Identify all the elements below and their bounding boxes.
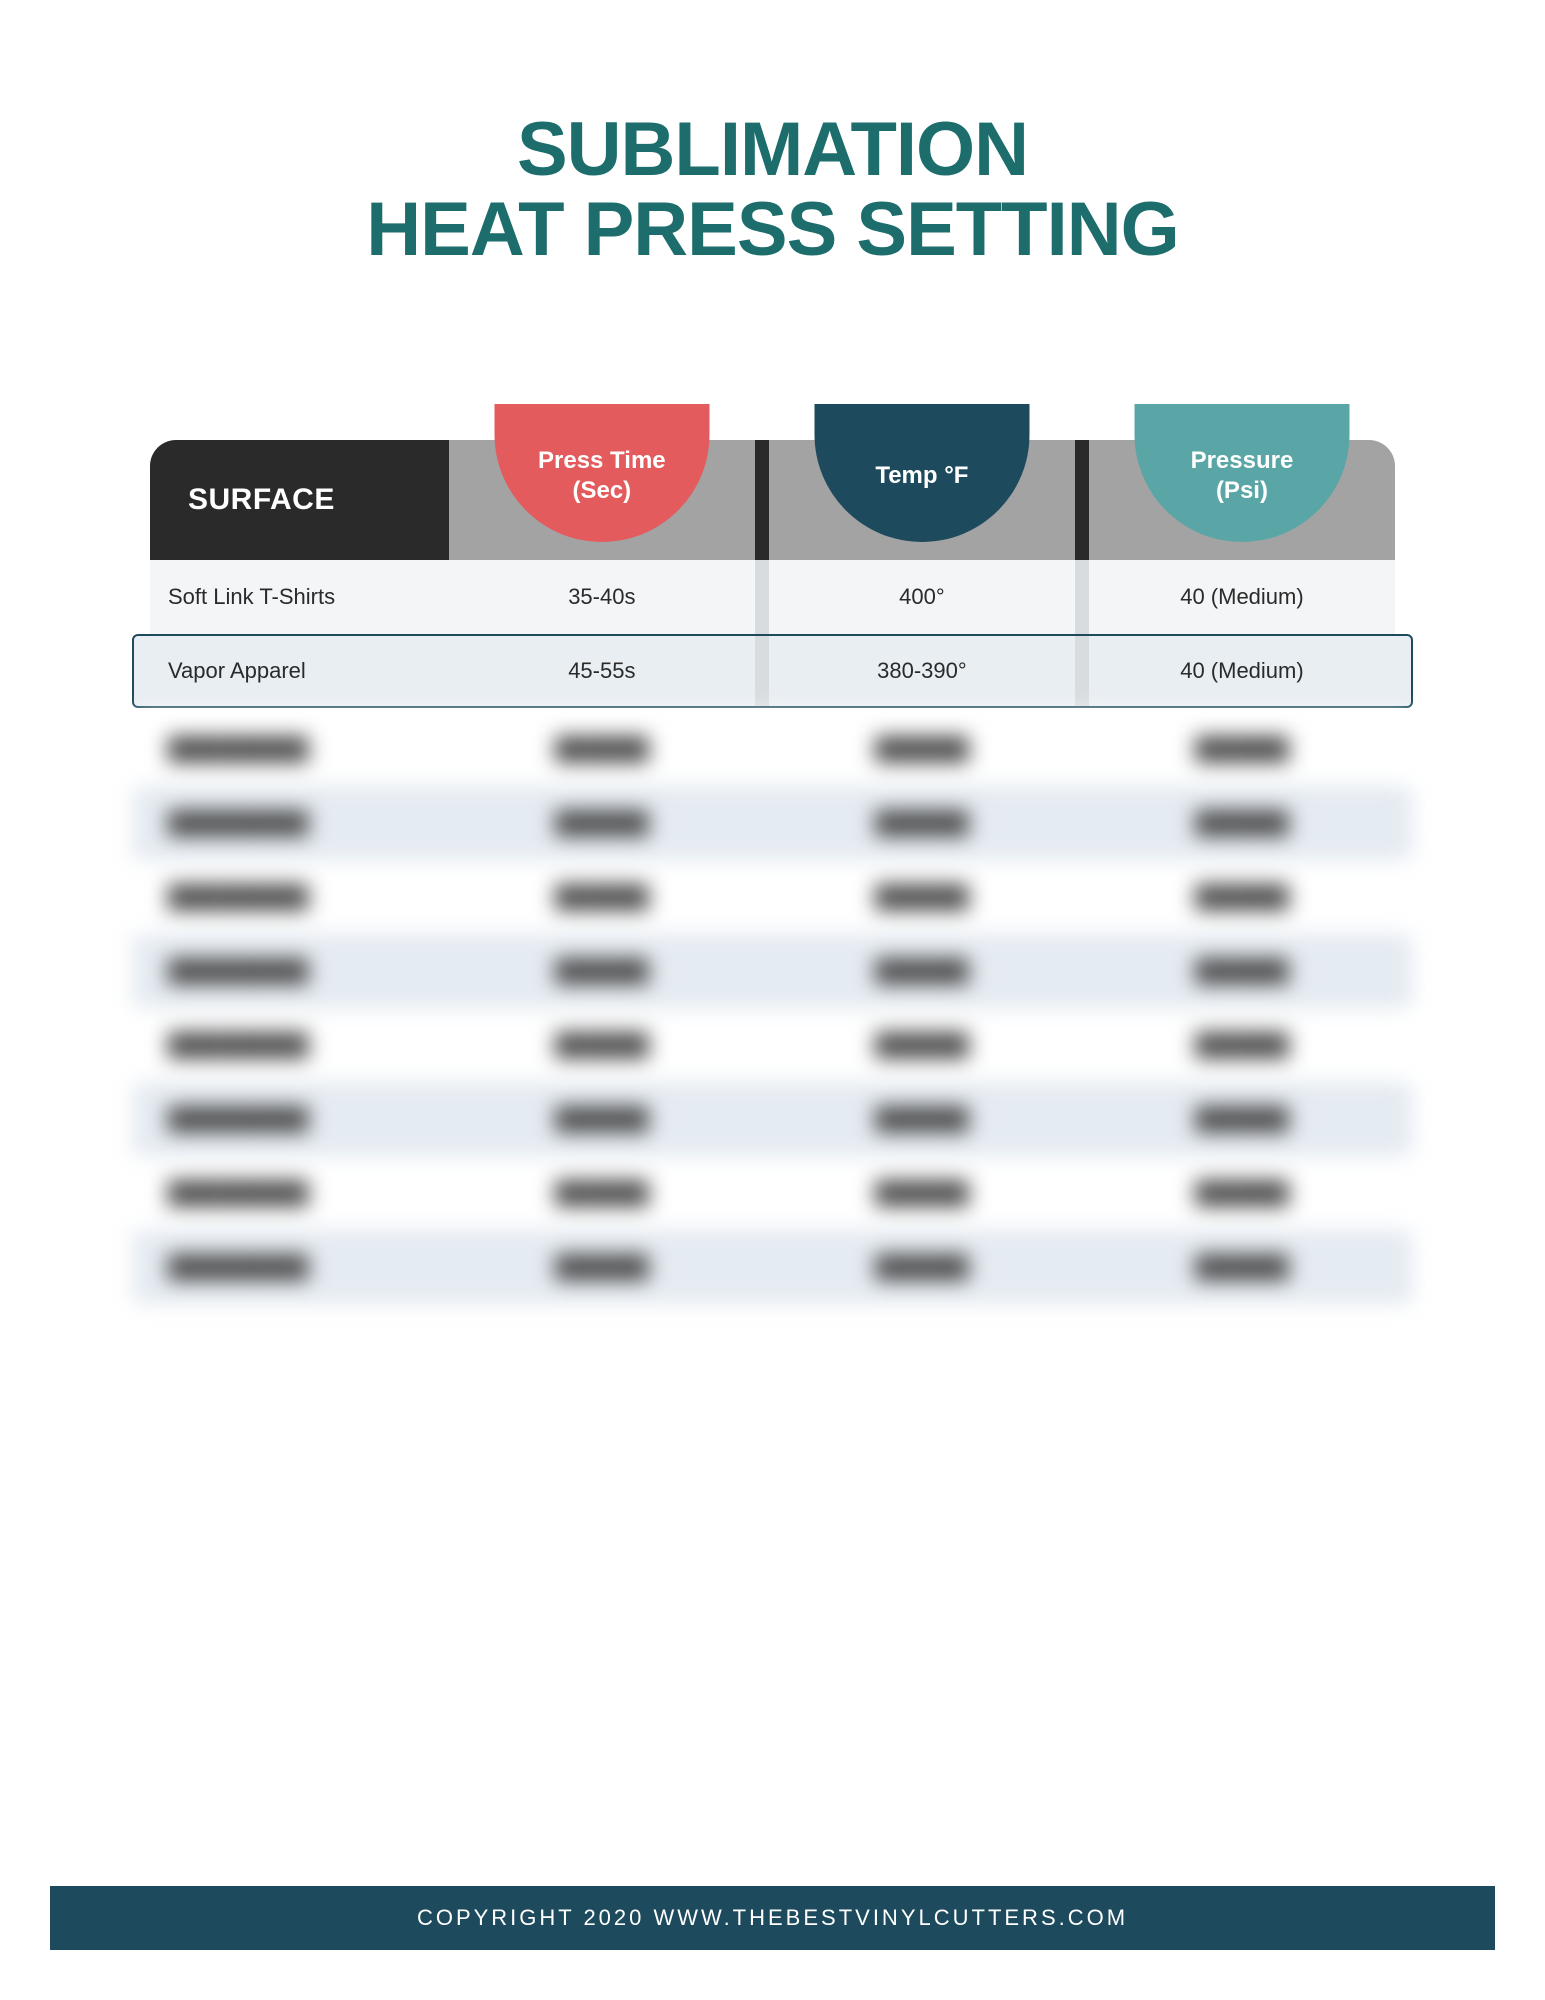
cell-rest: 35-40s400°40 (Medium) xyxy=(449,560,1395,634)
blurred-row: ███████████████████████████ xyxy=(132,860,1413,934)
header-col-temp: Temp °F xyxy=(769,440,1075,560)
cell-sep xyxy=(1075,560,1089,634)
tab-line2: (Sec) xyxy=(572,476,631,506)
blurred-row: ███████████████████████████ xyxy=(132,1008,1413,1082)
page-title: SUBLIMATION HEAT PRESS SETTING xyxy=(150,110,1395,270)
cell-surface: Soft Link T-Shirts xyxy=(150,560,449,634)
tab-line1: Temp °F xyxy=(875,461,968,491)
footer-bar: COPYRIGHT 2020 WWW.THEBESTVINYLCUTTERS.C… xyxy=(50,1886,1495,1950)
cell-sep xyxy=(1075,636,1089,706)
table-header-row: SURFACE Press Time (Sec) Temp °F xyxy=(150,410,1395,560)
table-row: Vapor Apparel45-55s380-390°40 (Medium) xyxy=(132,634,1413,708)
header-sep-2 xyxy=(1075,440,1089,560)
tab-line1: Press Time xyxy=(538,446,666,476)
tab-line2: (Psi) xyxy=(1216,476,1268,506)
blurred-row: ███████████████████████████ xyxy=(132,786,1413,860)
settings-table: SURFACE Press Time (Sec) Temp °F xyxy=(150,410,1395,1304)
blur-surface: █████████ xyxy=(150,1230,449,1304)
blurred-row: ███████████████████████████ xyxy=(132,1156,1413,1230)
blur-surface: █████████ xyxy=(150,934,449,1008)
title-line-1: SUBLIMATION xyxy=(150,110,1395,190)
visible-rows: Soft Link T-Shirts35-40s400°40 (Medium)V… xyxy=(150,560,1395,708)
blur-surface: █████████ xyxy=(150,712,449,786)
cell-surface: Vapor Apparel xyxy=(150,636,449,706)
blur-surface: █████████ xyxy=(150,860,449,934)
blurred-rows: ████████████████████████████████████████… xyxy=(150,712,1395,1304)
blur-surface: █████████ xyxy=(150,786,449,860)
cell-value: 40 (Medium) xyxy=(1089,560,1395,634)
table-row: Soft Link T-Shirts35-40s400°40 (Medium) xyxy=(150,560,1395,634)
cell-sep xyxy=(755,560,769,634)
tab-pressure: Pressure (Psi) xyxy=(1134,404,1349,542)
header-col-pressure: Pressure (Psi) xyxy=(1089,440,1395,560)
blur-surface: █████████ xyxy=(150,1156,449,1230)
cell-value: 45-55s xyxy=(449,636,755,706)
header-sep-1 xyxy=(755,440,769,560)
blurred-row: ███████████████████████████ xyxy=(132,1230,1413,1304)
cell-rest: 45-55s380-390°40 (Medium) xyxy=(449,636,1395,706)
tab-temp: Temp °F xyxy=(814,404,1029,542)
blur-surface: █████████ xyxy=(150,1082,449,1156)
header-surface-cell: SURFACE xyxy=(150,440,449,560)
tab-line1: Pressure xyxy=(1191,446,1294,476)
blurred-row: ███████████████████████████ xyxy=(132,1082,1413,1156)
blurred-row: ███████████████████████████ xyxy=(132,934,1413,1008)
blur-surface: █████████ xyxy=(150,1008,449,1082)
footer-text: COPYRIGHT 2020 WWW.THEBESTVINYLCUTTERS.C… xyxy=(417,1905,1128,1931)
tab-press-time: Press Time (Sec) xyxy=(494,404,709,542)
cell-value: 400° xyxy=(769,560,1075,634)
title-line-2: HEAT PRESS SETTING xyxy=(150,190,1395,270)
header-col-press-time: Press Time (Sec) xyxy=(449,440,755,560)
cell-sep xyxy=(755,636,769,706)
cell-value: 380-390° xyxy=(769,636,1075,706)
header-columns-wrap: Press Time (Sec) Temp °F Pressure (Psi) xyxy=(449,440,1395,560)
blurred-row: ███████████████████████████ xyxy=(132,712,1413,786)
cell-value: 40 (Medium) xyxy=(1089,636,1395,706)
page: SUBLIMATION HEAT PRESS SETTING SURFACE P… xyxy=(0,0,1545,2000)
cell-value: 35-40s xyxy=(449,560,755,634)
